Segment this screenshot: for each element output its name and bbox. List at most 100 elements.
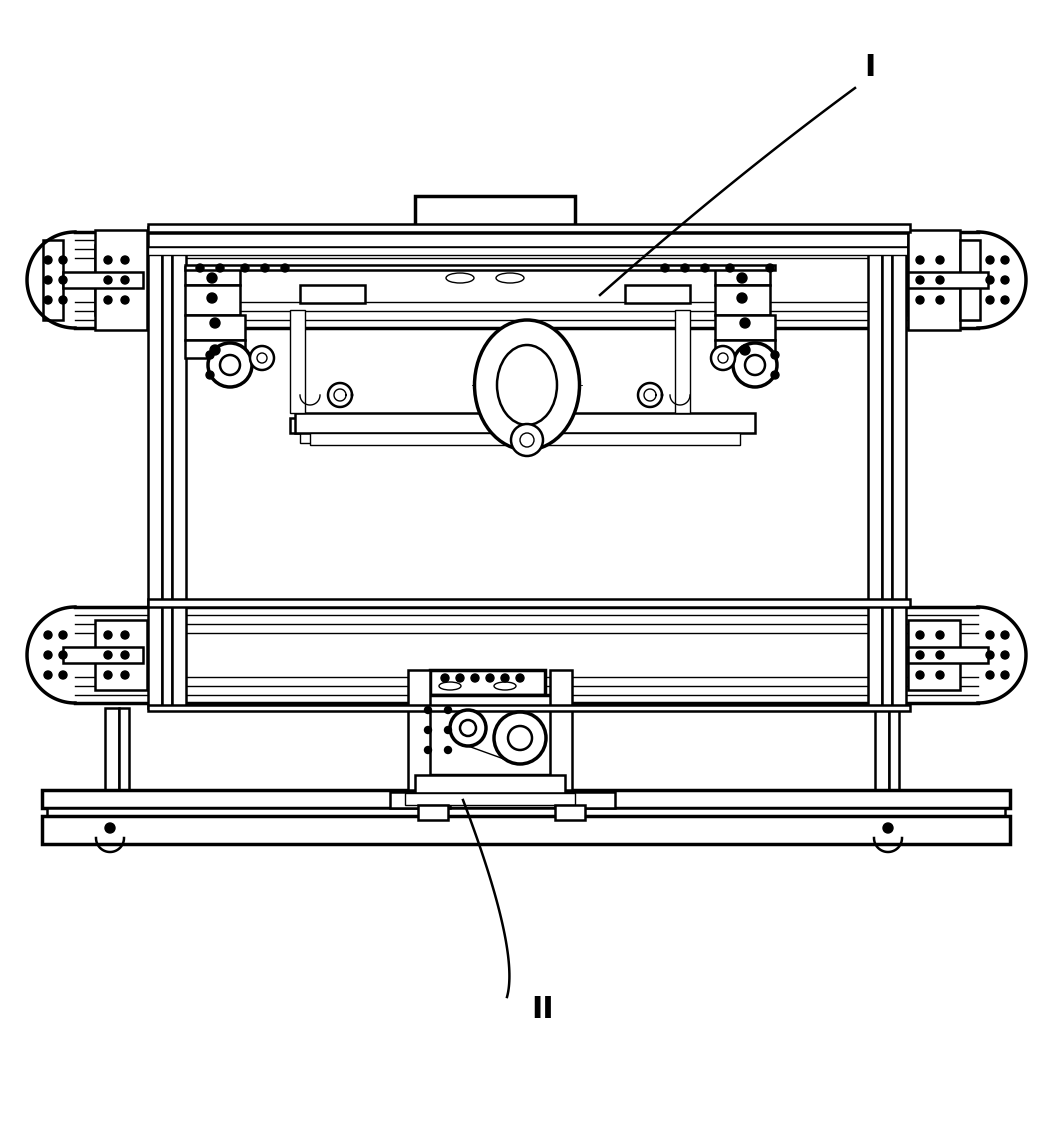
Circle shape — [104, 296, 112, 304]
Bar — [185, 267, 239, 285]
Circle shape — [726, 264, 734, 272]
Circle shape — [986, 256, 994, 264]
Circle shape — [207, 292, 217, 303]
Circle shape — [936, 276, 944, 284]
Bar — [148, 705, 910, 711]
Circle shape — [59, 296, 68, 304]
Bar — [42, 790, 1010, 808]
Circle shape — [44, 296, 52, 304]
Bar — [868, 227, 882, 708]
Circle shape — [121, 276, 129, 284]
Ellipse shape — [496, 273, 524, 284]
Circle shape — [456, 674, 464, 682]
Circle shape — [59, 276, 68, 284]
Circle shape — [424, 706, 431, 713]
Circle shape — [936, 651, 944, 659]
Circle shape — [450, 710, 486, 746]
Circle shape — [986, 631, 994, 639]
Bar — [185, 340, 245, 358]
Bar — [875, 708, 889, 818]
Bar — [95, 245, 147, 315]
Circle shape — [121, 256, 129, 264]
Bar — [185, 266, 775, 270]
Circle shape — [516, 674, 524, 682]
Circle shape — [44, 670, 52, 680]
Bar — [119, 708, 129, 818]
Circle shape — [121, 296, 129, 304]
Bar — [148, 598, 910, 608]
Circle shape — [206, 351, 214, 359]
Circle shape — [986, 276, 994, 284]
Bar — [290, 418, 380, 433]
Circle shape — [44, 651, 52, 659]
Circle shape — [1001, 670, 1009, 680]
Bar — [290, 310, 305, 413]
Circle shape — [59, 631, 68, 639]
Circle shape — [59, 670, 68, 680]
Circle shape — [257, 353, 267, 363]
Circle shape — [121, 651, 129, 659]
Circle shape — [916, 631, 924, 639]
Circle shape — [44, 256, 52, 264]
Circle shape — [1001, 296, 1009, 304]
Circle shape — [207, 273, 217, 284]
Circle shape — [936, 256, 944, 264]
Bar — [106, 708, 119, 818]
Bar — [390, 792, 450, 808]
Circle shape — [883, 824, 893, 832]
Circle shape — [444, 747, 452, 754]
Circle shape — [733, 343, 776, 387]
Circle shape — [104, 256, 112, 264]
Circle shape — [444, 706, 452, 713]
Bar — [715, 285, 770, 315]
Bar — [310, 433, 740, 446]
Circle shape — [766, 264, 774, 272]
Circle shape — [210, 318, 220, 328]
Circle shape — [121, 631, 129, 639]
Bar — [715, 315, 775, 340]
Circle shape — [206, 371, 214, 379]
Ellipse shape — [446, 273, 474, 284]
Ellipse shape — [475, 319, 579, 450]
Bar — [908, 272, 987, 288]
Bar — [405, 793, 575, 806]
Bar — [300, 433, 370, 443]
Bar — [908, 245, 960, 315]
Circle shape — [680, 264, 689, 272]
Circle shape — [740, 318, 750, 328]
Circle shape — [441, 674, 449, 682]
Bar — [415, 775, 565, 793]
Bar — [960, 240, 980, 320]
Circle shape — [196, 264, 204, 272]
Circle shape — [424, 727, 431, 734]
Circle shape — [104, 651, 112, 659]
Circle shape — [936, 631, 944, 639]
Circle shape — [104, 631, 112, 639]
Bar — [555, 806, 586, 820]
Circle shape — [1001, 631, 1009, 639]
Bar — [300, 285, 365, 303]
Ellipse shape — [497, 345, 557, 425]
Circle shape — [711, 346, 735, 370]
Circle shape — [494, 712, 546, 764]
Circle shape — [424, 747, 431, 754]
Bar — [625, 285, 690, 303]
Circle shape — [216, 264, 224, 272]
Bar — [63, 272, 143, 288]
Text: II: II — [532, 996, 554, 1025]
Circle shape — [509, 726, 532, 750]
Ellipse shape — [494, 682, 516, 690]
Circle shape — [511, 424, 543, 456]
Circle shape — [121, 670, 129, 680]
Circle shape — [740, 345, 750, 356]
Bar — [42, 816, 1010, 844]
Bar — [148, 248, 908, 255]
Circle shape — [1001, 256, 1009, 264]
Circle shape — [104, 276, 112, 284]
Circle shape — [936, 670, 944, 680]
Bar — [908, 620, 960, 690]
Bar — [715, 340, 775, 358]
Bar — [600, 418, 690, 433]
Circle shape — [737, 292, 747, 303]
Circle shape — [471, 674, 479, 682]
